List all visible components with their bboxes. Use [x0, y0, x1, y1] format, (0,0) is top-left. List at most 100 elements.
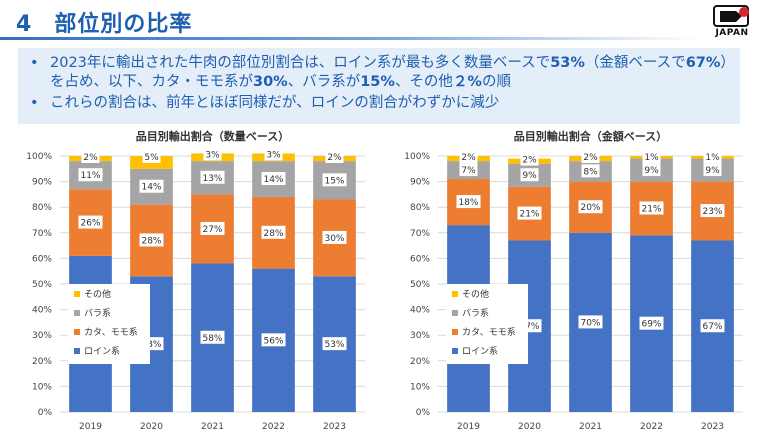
- legend-swatch: [74, 348, 80, 354]
- data-label: 67%: [519, 322, 539, 332]
- data-label: 9%: [705, 166, 720, 176]
- data-label-box: [322, 173, 347, 187]
- title-text: 部位別の比率: [54, 12, 193, 37]
- data-label-box: [700, 319, 725, 333]
- data-label-box: [703, 163, 722, 177]
- y-tick-label: 50%: [32, 280, 52, 290]
- data-label-box: [78, 215, 103, 229]
- legend-swatch: [74, 291, 80, 297]
- chart-title: 品目別輸出割合（数量ベース）: [136, 129, 289, 143]
- data-label: 14%: [263, 175, 283, 185]
- legend-label: カタ、モモ系: [462, 327, 516, 338]
- page-title: 4 部位別の比率: [16, 6, 192, 38]
- legend-background: [446, 284, 528, 364]
- data-label: 53%: [324, 340, 344, 350]
- x-tick-label: 2021: [201, 422, 224, 432]
- data-label-box: [578, 315, 603, 329]
- data-label-box: [322, 337, 347, 351]
- y-tick-label: 80%: [32, 203, 52, 213]
- data-label-box: [78, 168, 103, 182]
- y-tick-label: 100%: [404, 152, 430, 162]
- data-label-box: [322, 230, 347, 244]
- value-share-chart: 品目別輸出割合（金額ベース） 0% 10% 20% 30% 40% 50% 60% 70% 80%…: [404, 129, 743, 432]
- data-label: 2%: [583, 153, 598, 163]
- data-label: 2%: [522, 156, 537, 166]
- data-label: 21%: [519, 210, 539, 220]
- data-label: 28%: [141, 236, 161, 246]
- summary-highlight: ２%: [452, 74, 482, 90]
- summary-highlight: 67%: [685, 55, 721, 71]
- summary-text: （金額ベースで: [584, 55, 686, 71]
- data-label: 14%: [141, 183, 161, 193]
- data-label-box: [639, 201, 664, 215]
- data-label-box: [261, 172, 286, 186]
- x-tick-label: 2023: [701, 422, 724, 432]
- y-tick-label: 10%: [410, 382, 430, 392]
- data-label-box: [639, 316, 664, 330]
- y-tick-label: 30%: [32, 331, 52, 341]
- volume-share-chart: 品目別輸出割合（数量ベース） 0% 10% 20% 30% 40% 50% 60% 70% 80%…: [26, 129, 365, 432]
- data-label: 7%: [461, 166, 476, 176]
- y-tick-label: 90%: [410, 178, 430, 188]
- y-tick-label: 90%: [32, 178, 52, 188]
- data-label: 28%: [263, 229, 283, 239]
- data-label-box: [81, 150, 100, 163]
- data-label-box: [520, 152, 539, 166]
- summary-highlight: 30%: [253, 74, 288, 90]
- data-label-box: [517, 206, 542, 220]
- summary-text: ）を占め、以下、カタ・モモ系が: [50, 55, 728, 90]
- y-tick-label: 60%: [410, 254, 430, 264]
- data-label-box: [200, 330, 225, 344]
- data-label: 9%: [644, 166, 659, 176]
- data-label: 58%: [202, 334, 222, 344]
- x-tick-label: 2019: [457, 422, 480, 432]
- y-tick-label: 20%: [32, 357, 52, 367]
- y-tick-label: 70%: [410, 229, 430, 239]
- beef-japan-logo: JAPAN: [706, 4, 758, 42]
- bullet: •: [30, 55, 39, 71]
- x-tick-label: 2020: [518, 422, 541, 432]
- slide-header: 4 部位別の比率 JAPAN: [0, 0, 773, 42]
- data-label: 3%: [205, 150, 220, 160]
- legend-label: バラ系: [462, 308, 489, 319]
- data-label-box: [703, 150, 722, 163]
- legend-label: ロイン系: [84, 346, 120, 357]
- y-tick-label: 20%: [410, 357, 430, 367]
- data-label: 1%: [705, 153, 720, 163]
- data-label: 30%: [324, 234, 344, 244]
- data-label: 69%: [641, 320, 661, 330]
- legend-swatch: [74, 329, 80, 335]
- summary-text: 2023年に輸出された牛肉の部位別割合は、ロイン系が最も多く数量ベースで: [50, 55, 551, 71]
- data-label: 2%: [83, 153, 98, 163]
- data-label: 70%: [580, 318, 600, 328]
- y-tick-label: 60%: [32, 254, 52, 264]
- data-label: 26%: [80, 219, 100, 229]
- data-label-box: [700, 204, 725, 218]
- data-label-box: [456, 195, 481, 209]
- summary-item-1: • 2023年に輸出された牛肉の部位別割合は、ロイン系が最も多く数量ベースで53%…: [30, 54, 730, 92]
- y-tick-label: 0%: [38, 408, 53, 418]
- legend-background: [68, 284, 150, 364]
- summary-text: 、その他: [394, 74, 453, 90]
- data-label: 3%: [266, 150, 281, 160]
- legend-label: その他: [84, 288, 111, 300]
- chart-title: 品目別輸出割合（金額ベース）: [514, 129, 667, 143]
- summary-text: これらの割合は、前年とほぼ同様だが、ロインの割合がわずかに減少: [50, 95, 500, 111]
- y-tick-label: 30%: [410, 331, 430, 341]
- summary-box: • 2023年に輸出された牛肉の部位別割合は、ロイン系が最も多く数量ベースで53%…: [18, 48, 740, 124]
- data-label: 8%: [583, 167, 598, 177]
- x-tick-label: 2022: [640, 422, 663, 432]
- legend-label: バラ系: [84, 308, 111, 319]
- y-tick-label: 70%: [32, 229, 52, 239]
- data-label-box: [325, 150, 344, 163]
- data-label-box: [203, 147, 222, 161]
- x-tick-label: 2022: [262, 422, 285, 432]
- logo-text: JAPAN: [715, 28, 749, 38]
- data-label: 11%: [80, 171, 100, 181]
- data-label-box: [520, 168, 539, 182]
- y-tick-label: 10%: [32, 382, 52, 392]
- legend-swatch: [452, 310, 458, 316]
- data-label: 9%: [522, 171, 537, 181]
